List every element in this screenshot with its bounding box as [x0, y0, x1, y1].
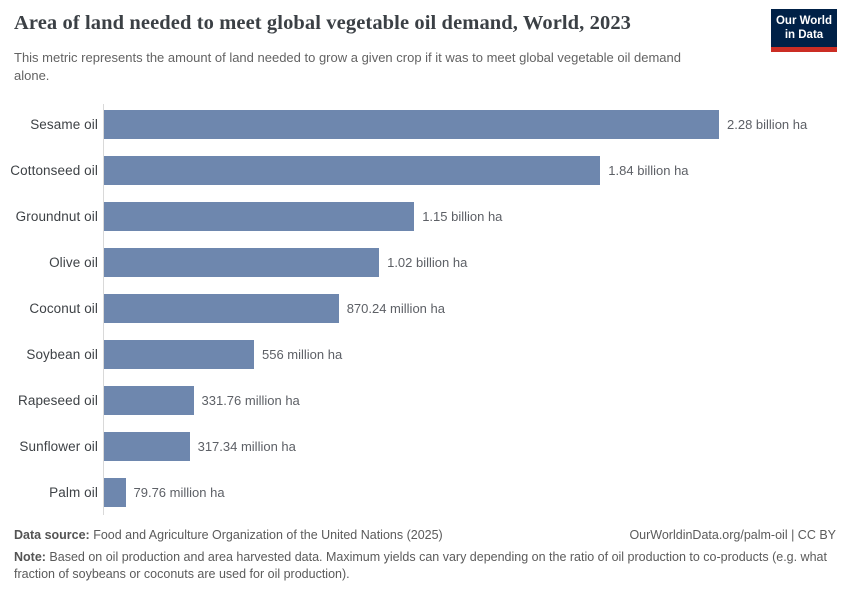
bar[interactable]	[104, 293, 339, 323]
bar-track: 1.02 billion ha	[104, 247, 850, 277]
category-label: Groundnut oil	[15, 208, 98, 224]
attribution-link[interactable]: OurWorldinData.org/palm-oil | CC BY	[629, 528, 836, 542]
bar-row: Coconut oil 870.24 million ha	[0, 285, 850, 331]
value-label: 556 million ha	[262, 346, 343, 362]
bar-row: Sesame oil 2.28 billion ha	[0, 101, 850, 147]
owid-logo-line1: Our World	[775, 14, 832, 27]
category-label: Soybean oil	[26, 346, 98, 362]
value-label: 331.76 million ha	[201, 392, 300, 408]
chart-subtitle: This metric represents the amount of lan…	[14, 50, 681, 83]
bar[interactable]	[104, 431, 190, 461]
bar-track: 556 million ha	[104, 339, 850, 369]
category-label: Palm oil	[49, 484, 98, 500]
bar-row: Palm oil 79.76 million ha	[0, 469, 850, 515]
chart-title: Area of land needed to meet global veget…	[14, 12, 632, 34]
value-label: 1.84 billion ha	[608, 162, 689, 178]
bar-track: 2.28 billion ha	[104, 109, 850, 139]
category-label: Sesame oil	[30, 116, 98, 132]
category-label: Rapeseed oil	[17, 392, 98, 408]
note-label: Note:	[14, 550, 46, 564]
category-label: Olive oil	[49, 254, 98, 270]
value-label: 1.15 billion ha	[422, 208, 503, 224]
bar-rows: Sesame oil 2.28 billion ha Cottonseed oil 1…	[0, 101, 850, 515]
data-source-text: Food and Agriculture Organization of the…	[89, 528, 443, 542]
bar[interactable]	[104, 109, 719, 139]
category-label: Cottonseed oil	[10, 162, 98, 178]
bar-row: Rapeseed oil 331.76 million ha	[0, 377, 850, 423]
value-label: 79.76 million ha	[133, 484, 225, 500]
owid-logo[interactable]: Our World in Data	[771, 9, 837, 52]
bar-row: Sunflower oil 317.34 million ha	[0, 423, 850, 469]
bar[interactable]	[104, 339, 254, 369]
bar-row: Cottonseed oil 1.84 billion ha	[0, 147, 850, 193]
bar[interactable]	[104, 247, 380, 277]
bar-row: Groundnut oil 1.15 billion ha	[0, 193, 850, 239]
bar-track: 1.84 billion ha	[104, 155, 850, 185]
bar[interactable]	[104, 201, 415, 231]
data-source: Data source: Food and Agriculture Organi…	[14, 528, 443, 542]
value-label: 1.02 billion ha	[387, 254, 468, 270]
y-axis-line	[103, 104, 104, 515]
bar[interactable]	[104, 385, 194, 415]
bar[interactable]	[104, 155, 601, 185]
category-label: Coconut oil	[29, 300, 98, 316]
bar-track: 317.34 million ha	[104, 431, 850, 461]
bar-track: 1.15 billion ha	[104, 201, 850, 231]
bar-chart: Sesame oil 2.28 billion ha Cottonseed oil 1…	[0, 101, 850, 515]
bar-track: 870.24 million ha	[104, 293, 850, 323]
owid-logo-line2: in Data	[784, 29, 824, 41]
category-label: Sunflower oil	[19, 438, 98, 454]
data-source-label: Data source:	[14, 528, 90, 542]
chart-note: Note: Based on oil production and area h…	[14, 549, 836, 583]
value-label: 2.28 billion ha	[727, 116, 808, 132]
bar-track: 331.76 million ha	[104, 385, 850, 415]
value-label: 870.24 million ha	[346, 300, 445, 316]
bar-track: 79.76 million ha	[104, 477, 850, 507]
value-label: 317.34 million ha	[197, 438, 296, 454]
bar-row: Olive oil 1.02 billion ha	[0, 239, 850, 285]
bar[interactable]	[104, 477, 126, 507]
chart-footer: Data source: Food and Agriculture Organi…	[14, 528, 836, 583]
note-text: Based on oil production and area harvest…	[14, 550, 827, 581]
bar-row: Soybean oil 556 million ha	[0, 331, 850, 377]
